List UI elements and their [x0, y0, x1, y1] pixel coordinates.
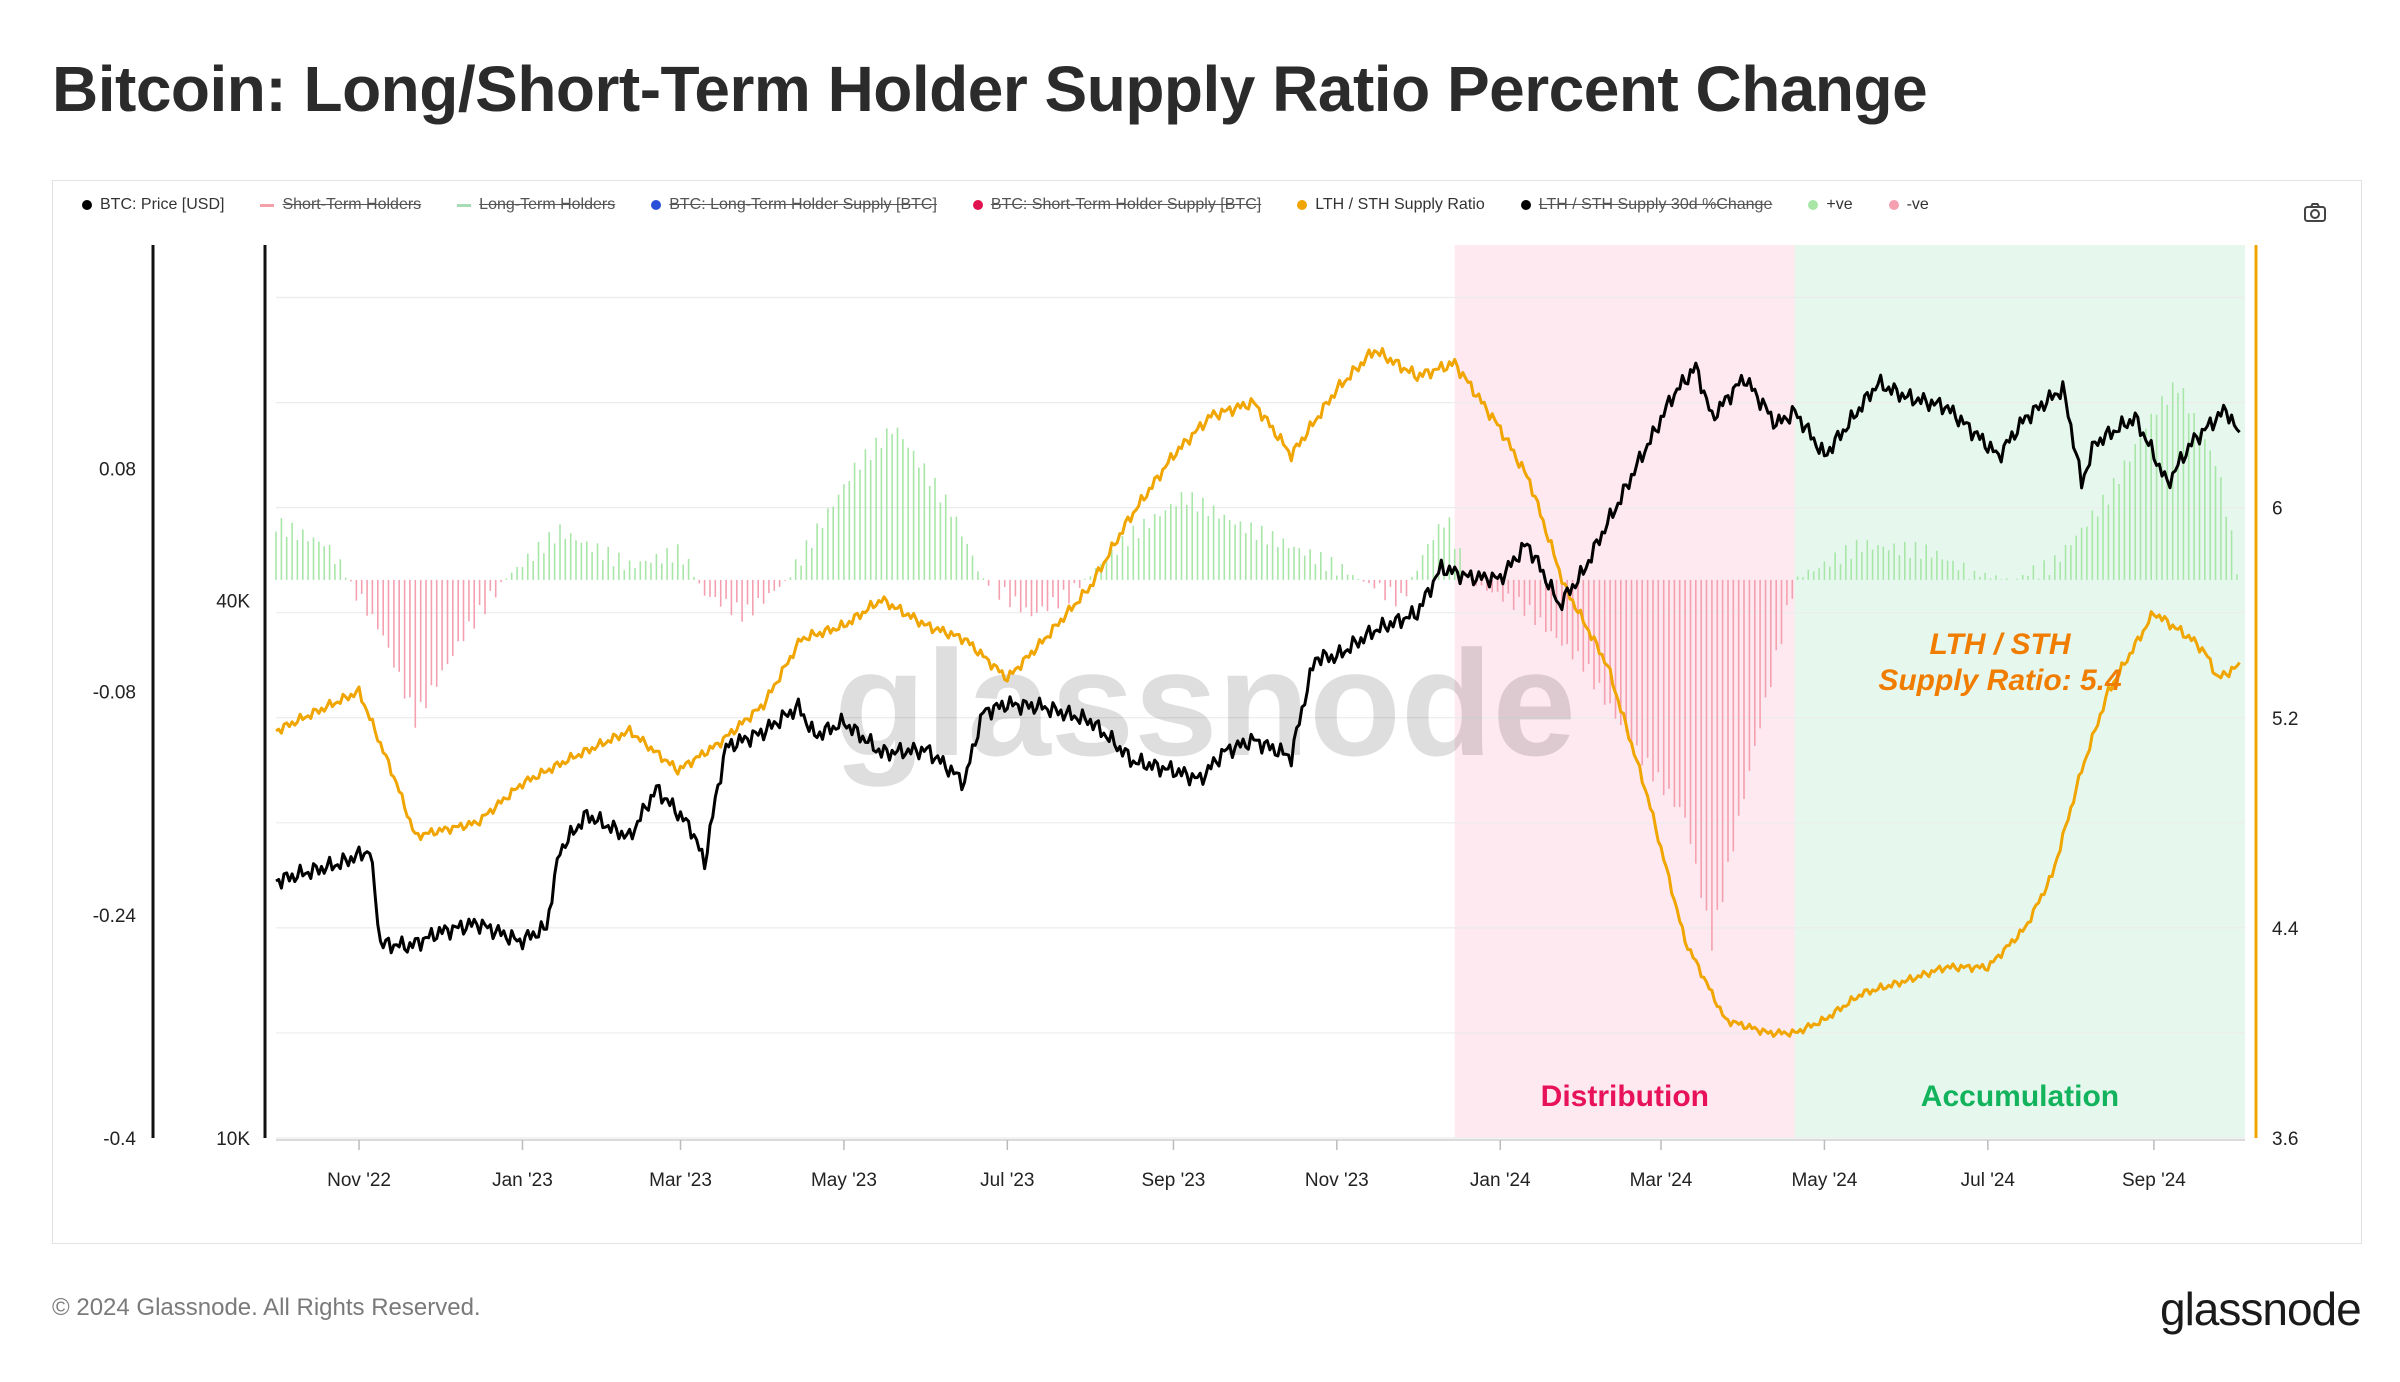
price-tick-label: 10K: [216, 1129, 250, 1150]
pct-tick-label: 0.08: [99, 459, 136, 480]
x-tick-label: Jul '23: [980, 1170, 1034, 1191]
x-tick-label: Nov '23: [1305, 1170, 1369, 1191]
x-tick-label: Jan '24: [1470, 1170, 1531, 1191]
pct-tick-label: -0.24: [93, 906, 137, 927]
x-tick-label: Jan '23: [492, 1170, 553, 1191]
x-tick-label: May '23: [811, 1170, 877, 1191]
footer-copyright: © 2024 Glassnode. All Rights Reserved.: [52, 1294, 481, 1322]
x-tick-label: May '24: [1791, 1170, 1857, 1191]
ratio-tick-label: 3.6: [2272, 1129, 2298, 1150]
annotation-line2: Supply Ratio: 5.4: [1878, 664, 2122, 697]
x-tick-label: Sep '23: [1142, 1170, 1206, 1191]
zone-label-accumulation: Accumulation: [1921, 1080, 2119, 1113]
x-tick-label: Sep '24: [2122, 1170, 2186, 1191]
footer-logo: glassnode: [2160, 1282, 2361, 1336]
ratio-tick-label: 6: [2272, 499, 2283, 520]
x-tick-label: Mar '24: [1630, 1170, 1693, 1191]
price-tick-label: 40K: [216, 591, 250, 612]
annotation-line1: LTH / STH: [1929, 628, 2071, 661]
ratio-tick-label: 5.2: [2272, 709, 2298, 730]
x-tick-label: Nov '22: [327, 1170, 391, 1191]
x-tick-label: Jul '24: [1961, 1170, 2016, 1191]
pct-tick-label: -0.4: [103, 1129, 136, 1150]
x-tick-label: Mar '23: [649, 1170, 712, 1191]
ratio-tick-label: 4.4: [2272, 919, 2299, 940]
zone-label-distribution: Distribution: [1541, 1080, 1709, 1113]
pct-tick-label: -0.08: [93, 683, 136, 704]
